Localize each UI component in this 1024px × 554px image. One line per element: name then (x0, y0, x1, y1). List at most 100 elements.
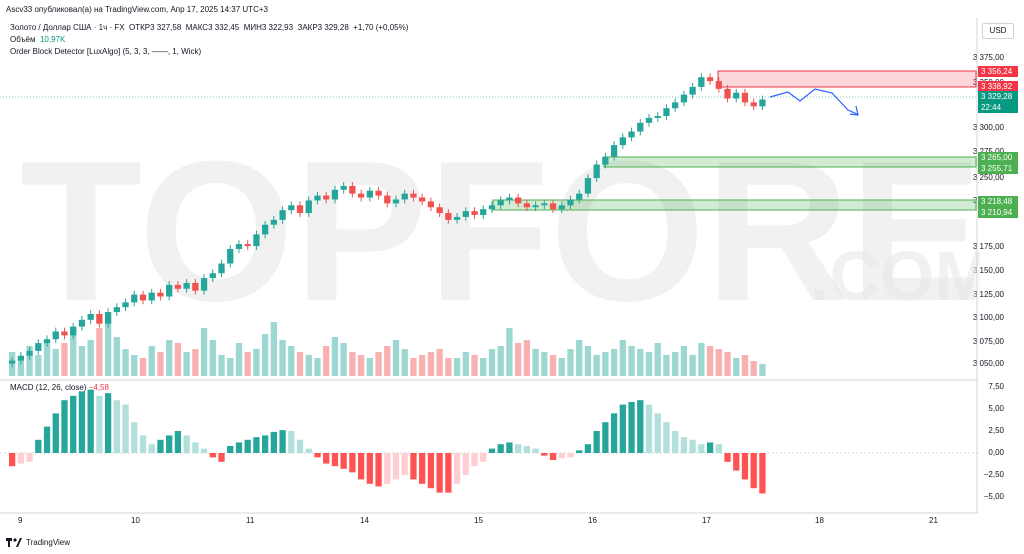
candle-body (384, 195, 391, 204)
candle-body (209, 273, 216, 279)
volume-bar (375, 352, 382, 376)
volume-bar (445, 358, 452, 376)
macd-tick: −5,00 (983, 492, 1004, 501)
macd-histogram-bar (715, 444, 722, 453)
indicator-row[interactable]: Order Block Detector [LuxAlgo] (5, 3, 3,… (10, 46, 408, 58)
macd-histogram-bar (436, 453, 443, 493)
macd-histogram-bar (419, 453, 426, 484)
bullish-order-block-1 (603, 156, 977, 168)
macd-histogram-bar (35, 439, 42, 453)
volume-bar (480, 358, 487, 376)
volume-value: 10,97K (39, 35, 66, 44)
volume-bar (200, 328, 208, 376)
volume-bar (619, 340, 626, 376)
macd-histogram-bar (593, 431, 600, 453)
symbol-row[interactable]: Золото / Доллар США · 1ч · FX ОТКР3 327,… (10, 22, 408, 34)
candle-body (183, 282, 190, 289)
macd-histogram-bar (340, 453, 347, 469)
volume-bar (698, 343, 705, 376)
volume-bar (270, 322, 278, 376)
price-tick: 3 300,00 (972, 123, 1004, 132)
candle-body (43, 339, 51, 344)
symbol-name: Золото / Доллар США · 1ч · FX (10, 23, 125, 32)
volume-bar (349, 352, 356, 376)
price-chart[interactable] (0, 0, 978, 514)
volume-bar (262, 334, 269, 376)
candle-body (419, 197, 426, 202)
macd-legend[interactable]: MACD (12, 26, close) −4,58 (10, 383, 109, 392)
volume-bar (610, 349, 618, 376)
macd-histogram-bar (663, 422, 670, 453)
candle-body (497, 200, 504, 206)
candle-body (741, 92, 749, 103)
ohlc-change: +1,70 (+0,05%) (353, 23, 409, 32)
volume-bar (323, 346, 330, 376)
ohlc-open: ОТКР3 327,58 (129, 23, 182, 32)
candle-body (218, 263, 225, 274)
candle-body (174, 284, 182, 289)
volume-bar (314, 358, 321, 376)
candle-body (331, 189, 339, 200)
ob2-top-label: 3 265,00 (978, 152, 1018, 163)
volume-bar (733, 358, 740, 376)
last-price-label: 3 329,28 (978, 91, 1018, 102)
macd-histogram-bar (122, 404, 129, 453)
price-tick: 3 150,00 (972, 266, 1004, 275)
candle-body (706, 77, 714, 82)
macd-histogram-bar (619, 404, 626, 453)
ohlc-close: ЗАКР3 329,28 (297, 23, 349, 32)
macd-tick: −2,50 (983, 470, 1004, 479)
volume-bar (715, 349, 722, 376)
volume-bar (366, 358, 373, 376)
candle-body (401, 193, 408, 200)
macd-histogram-bar (70, 395, 77, 453)
price-tick: 3 100,00 (972, 313, 1004, 322)
volume-bar (166, 340, 173, 376)
candle-body (750, 102, 757, 107)
candle-body (375, 190, 382, 196)
macd-histogram-bar (698, 444, 705, 453)
volume-bar (663, 355, 670, 376)
candle-body (759, 99, 766, 107)
macd-histogram-bar (453, 453, 461, 484)
volume-bar (401, 349, 408, 376)
currency-badge[interactable]: USD (982, 23, 1014, 39)
volume-row[interactable]: Объём 10,97K (10, 34, 408, 46)
macd-histogram-bar (392, 453, 400, 480)
volume-bar (602, 352, 609, 376)
macd-histogram-bar (9, 453, 16, 467)
ob-bottom-label: 3 338,92 (978, 81, 1018, 92)
candle-body (61, 331, 68, 336)
candle-body (192, 282, 199, 291)
macd-histogram-bar (218, 453, 225, 462)
macd-histogram-bar (532, 448, 539, 453)
macd-histogram-bar (471, 453, 478, 467)
candle-body (200, 278, 208, 291)
volume-bar (209, 340, 216, 376)
volume-bar (288, 346, 295, 376)
volume-bar (462, 352, 469, 376)
volume-bar (279, 340, 286, 376)
chart-legend: Золото / Доллар США · 1ч · FX ОТКР3 327,… (10, 22, 408, 58)
candle-body (35, 343, 42, 351)
candle-body (610, 145, 618, 157)
volume-bar (122, 349, 129, 376)
candle-body (17, 355, 25, 361)
candle-body (628, 131, 635, 138)
macd-histogram-bar (401, 453, 408, 475)
candle-body (689, 86, 696, 95)
candle-body (253, 234, 260, 247)
time-axis[interactable]: 9 10 11 14 15 16 17 18 21 (0, 514, 978, 528)
macd-histogram-bar (366, 453, 373, 484)
macd-histogram-bar (445, 453, 452, 493)
ohlc-low: МИН3 322,93 (243, 23, 294, 32)
volume-bar (35, 355, 42, 376)
time-tick: 14 (360, 516, 369, 525)
candle-body (104, 312, 112, 324)
footer: TradingView (6, 538, 70, 547)
candle-body (445, 213, 452, 220)
time-tick: 17 (702, 516, 711, 525)
candle-body (340, 185, 347, 190)
volume-bar (741, 355, 749, 376)
macd-histogram-bar (733, 453, 740, 471)
